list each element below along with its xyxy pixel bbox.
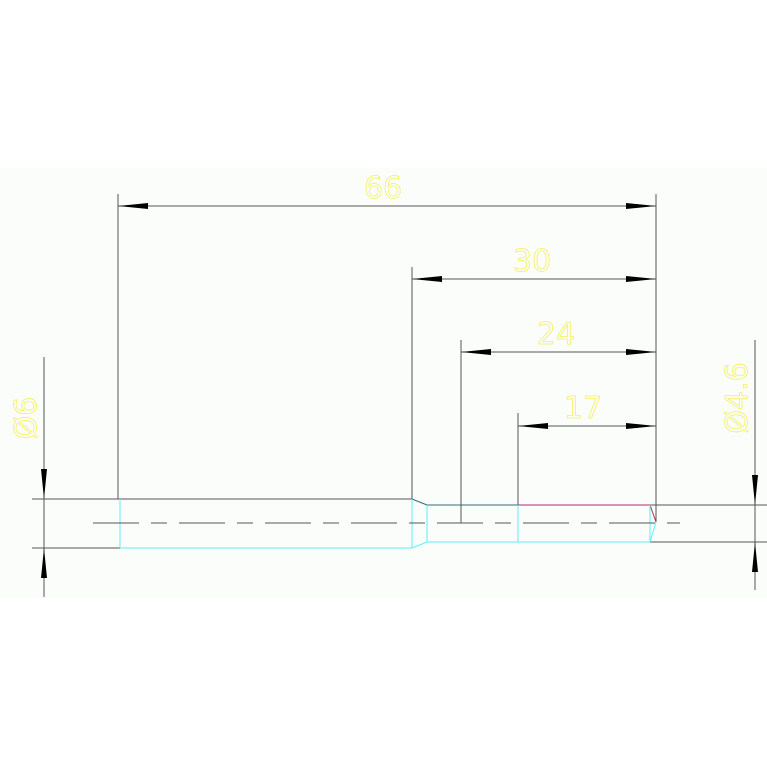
dimension-diameter-4-6 xyxy=(752,475,758,572)
label-30: 30 xyxy=(513,244,551,279)
dimension-17 xyxy=(518,423,656,429)
label-17: 17 xyxy=(564,391,602,426)
drawing-area xyxy=(0,168,767,598)
label-diameter-4-6: Ø4.6 xyxy=(720,362,755,433)
dimension-30 xyxy=(412,276,656,282)
shaft-outline xyxy=(32,498,767,549)
label-diameter-6: Ø6 xyxy=(9,397,44,440)
label-24: 24 xyxy=(537,317,575,352)
dimension-24 xyxy=(461,349,656,355)
dimension-diameter-6 xyxy=(41,469,47,578)
label-66: 66 xyxy=(364,171,402,206)
dimension-66 xyxy=(118,203,656,209)
